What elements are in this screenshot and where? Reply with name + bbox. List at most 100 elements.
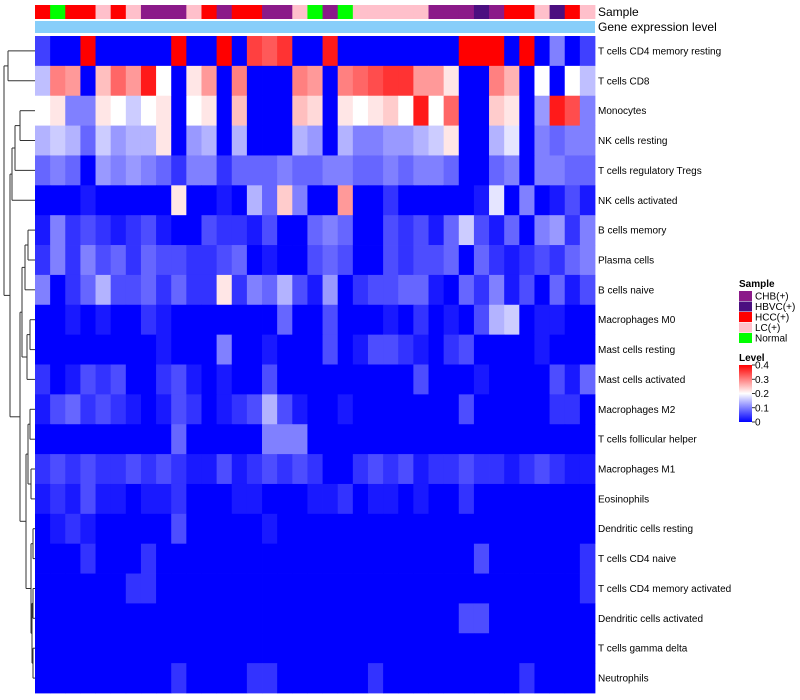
sample-legend-swatch bbox=[739, 333, 752, 343]
heatmap-cell bbox=[35, 155, 51, 186]
heatmap-cell bbox=[277, 513, 293, 545]
heatmap-cell bbox=[398, 483, 414, 515]
heatmap-cell bbox=[579, 304, 596, 336]
heatmap-cell bbox=[65, 36, 81, 67]
heatmap-cell bbox=[110, 245, 127, 276]
heatmap-cell bbox=[352, 603, 369, 634]
heatmap-cell bbox=[549, 36, 566, 67]
heatmap-cell bbox=[322, 95, 339, 126]
heatmap-cell bbox=[564, 185, 581, 216]
heatmap-cell bbox=[186, 95, 202, 126]
heatmap-cell bbox=[125, 543, 142, 574]
heatmap-cell bbox=[413, 543, 429, 574]
heatmap-cell bbox=[292, 424, 308, 455]
heatmap-cell bbox=[95, 125, 112, 156]
heatmap-cell bbox=[564, 304, 581, 336]
heatmap-cell bbox=[186, 424, 202, 455]
row-label: T cells regulatory Tregs bbox=[598, 166, 702, 177]
heatmap-cell bbox=[186, 274, 202, 306]
heatmap-cell bbox=[428, 364, 445, 395]
heatmap-cell bbox=[352, 65, 369, 97]
heatmap-cell bbox=[489, 424, 505, 455]
heatmap-cell bbox=[367, 573, 384, 604]
heatmap-cell bbox=[519, 454, 535, 485]
heatmap-cell bbox=[564, 95, 581, 126]
heatmap-cell bbox=[443, 65, 460, 97]
heatmap-cell bbox=[579, 185, 596, 216]
heatmap-cell bbox=[262, 155, 278, 186]
heatmap-cell bbox=[171, 304, 187, 336]
heatmap-cell bbox=[428, 573, 445, 604]
heatmap-cell bbox=[140, 65, 157, 97]
heatmap-cell bbox=[216, 573, 233, 604]
sample-annotation-cell bbox=[262, 5, 278, 19]
heatmap-cell bbox=[262, 513, 278, 545]
heatmap-cell bbox=[50, 573, 66, 604]
sample-legend-swatch bbox=[739, 301, 752, 312]
heatmap-cell bbox=[307, 394, 323, 425]
row-label: T cells gamma delta bbox=[598, 644, 688, 655]
heatmap-cell bbox=[473, 454, 490, 485]
heatmap-cell bbox=[383, 36, 399, 67]
heatmap-cell bbox=[458, 364, 475, 395]
heatmap-cell bbox=[458, 543, 475, 574]
heatmap-cell bbox=[35, 483, 51, 515]
heatmap-cell bbox=[307, 95, 323, 126]
heatmap-cell bbox=[549, 633, 566, 664]
heatmap-cell bbox=[95, 36, 112, 67]
heatmap-cell bbox=[443, 334, 460, 365]
heatmap-cell bbox=[80, 155, 96, 186]
heatmap-cell bbox=[337, 274, 354, 306]
sample-annotation-cell bbox=[186, 5, 202, 19]
heatmap-cell bbox=[413, 274, 429, 306]
heatmap-cell bbox=[277, 215, 293, 246]
heatmap-cell bbox=[534, 513, 550, 545]
heatmap-cell bbox=[564, 155, 581, 186]
heatmap-cell bbox=[322, 483, 339, 515]
heatmap-cell bbox=[534, 424, 550, 455]
heatmap-cell bbox=[564, 245, 581, 276]
heatmap-cell bbox=[80, 513, 96, 545]
heatmap-cell bbox=[277, 424, 293, 455]
heatmap-cell bbox=[125, 633, 142, 664]
heatmap-cell bbox=[110, 364, 127, 395]
row-label: NK cells activated bbox=[598, 196, 677, 207]
heatmap-cell bbox=[398, 274, 414, 306]
heatmap-cell bbox=[216, 603, 233, 634]
heatmap-cell bbox=[140, 185, 157, 216]
heatmap-cell bbox=[156, 215, 172, 246]
heatmap-cell bbox=[398, 125, 414, 156]
heatmap-cell bbox=[292, 185, 308, 216]
heatmap-cell bbox=[579, 633, 596, 664]
sample-annotation-cell bbox=[579, 5, 596, 19]
heatmap-cell bbox=[413, 334, 429, 365]
heatmap-cell bbox=[443, 633, 460, 664]
level-legend-title: Level bbox=[739, 353, 765, 364]
sample-annotation-cell bbox=[35, 5, 51, 19]
heatmap-cell bbox=[579, 543, 596, 574]
heatmap-cell bbox=[35, 633, 51, 664]
heatmap-cell bbox=[231, 513, 248, 545]
heatmap-cell bbox=[489, 543, 505, 574]
row-label: T cells CD4 naive bbox=[598, 554, 677, 565]
heatmap-cell bbox=[398, 334, 414, 365]
heatmap-cell bbox=[534, 65, 550, 97]
heatmap-cell bbox=[352, 454, 369, 485]
heatmap-cell bbox=[534, 483, 550, 515]
heatmap-cell bbox=[428, 394, 445, 425]
gene-expression-annotation-bar bbox=[35, 21, 595, 33]
heatmap-cell bbox=[80, 603, 96, 634]
heatmap-cell bbox=[473, 603, 490, 634]
heatmap-cell bbox=[489, 573, 505, 604]
heatmap-cell bbox=[473, 394, 490, 425]
heatmap-cell bbox=[201, 65, 218, 97]
heatmap-cell bbox=[352, 394, 369, 425]
heatmap-cell bbox=[262, 215, 278, 246]
sample-annotation-cell bbox=[428, 5, 445, 19]
heatmap-cell bbox=[246, 543, 263, 574]
heatmap-cell bbox=[201, 304, 218, 336]
heatmap-cell bbox=[216, 513, 233, 545]
heatmap-cell bbox=[413, 304, 429, 336]
heatmap-cell bbox=[110, 36, 127, 67]
heatmap-cell bbox=[504, 364, 520, 395]
